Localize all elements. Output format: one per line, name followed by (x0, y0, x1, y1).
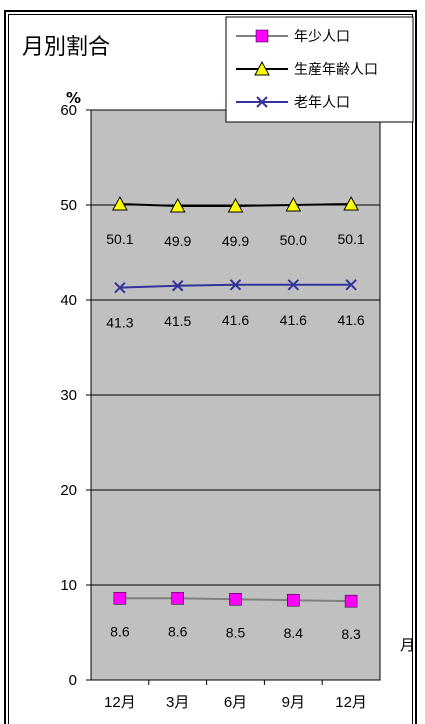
legend-item-1: 生産年齢人口 (236, 60, 378, 78)
y-tick-label-60: 60 (60, 102, 77, 119)
legend-label-1: 生産年齢人口 (294, 62, 378, 78)
x-axis-ticks: 12月 3月 6月 9月 12月 (104, 680, 367, 711)
series-2-point-1-stroke-b (171, 280, 184, 292)
legend-marker-1 (254, 60, 270, 76)
chart-title: 月別割合 (22, 35, 110, 60)
data-label-series-1-4: 50.1 (337, 231, 364, 247)
series-1-point-0 (112, 195, 128, 211)
data-label-series-2-0: 41.3 (106, 315, 133, 331)
legend-marker-0 (255, 29, 269, 43)
series-2-point-4 (345, 279, 357, 291)
data-label-series-0-4: 8.3 (341, 626, 361, 642)
y-tick-label-10: 10 (60, 577, 77, 594)
series-2-point-4-stroke-b (345, 279, 357, 291)
series-2-point-2-stroke-b (229, 279, 242, 291)
series-2-point-0 (114, 281, 126, 294)
y-axis-unit: % (66, 89, 81, 107)
series-0-point-1 (171, 592, 184, 605)
series-1-point-2 (227, 197, 244, 213)
data-label-series-2-4: 41.6 (337, 312, 364, 328)
series-2-point-1 (171, 280, 184, 292)
series-2-point-2 (229, 279, 242, 291)
legend-label-0: 年少人口 (294, 29, 350, 45)
y-tick-label-50: 50 (60, 197, 77, 214)
series-1-point-3 (285, 196, 302, 212)
chart-frame (4, 10, 417, 724)
legend-marker-2 (256, 96, 268, 108)
y-axis-ticks: 0 10 20 30 40 50 60 (60, 102, 91, 689)
y-tick-label-0: 0 (69, 672, 77, 689)
series-2-point-0-stroke-b (114, 281, 126, 294)
legend-item-0: 年少人口 (236, 29, 350, 45)
data-label-series-0-1: 8.6 (168, 623, 188, 639)
series-0-point-4 (344, 594, 358, 608)
data-label-series-1-0: 50.1 (106, 231, 133, 247)
x-tick-label-4: 12月 (335, 694, 367, 711)
series-2-point-3 (287, 279, 300, 291)
legend-marker-2-stroke-b (256, 96, 268, 108)
series-0-point-3 (287, 593, 300, 607)
series-group (112, 195, 359, 608)
data-label-series-0-0: 8.6 (110, 623, 130, 639)
series-0-point-2 (229, 593, 242, 606)
x-tick-label-3: 9月 (282, 694, 305, 711)
legend-label-2: 老年人口 (294, 95, 350, 111)
data-label-series-1-2: 49.9 (222, 233, 249, 249)
x-tick-label-2: 6月 (224, 694, 247, 711)
y-tick-label-40: 40 (60, 292, 77, 309)
series-2-point-3-stroke-b (287, 279, 300, 291)
data-label-series-2-2: 41.6 (222, 312, 249, 328)
x-axis-unit: 月 (400, 637, 415, 654)
x-tick-label-1: 3月 (166, 694, 189, 711)
data-label-series-1-3: 50.0 (280, 232, 307, 248)
legend-item-2: 老年人口 (236, 95, 350, 111)
y-tick-label-20: 20 (60, 482, 77, 499)
data-label-series-1-1: 49.9 (164, 233, 191, 249)
series-1-point-4 (343, 195, 359, 211)
data-label-series-2-1: 41.5 (164, 313, 191, 329)
data-label-series-0-2: 8.5 (226, 624, 246, 640)
data-label-series-0-3: 8.4 (284, 625, 304, 641)
x-tick-label-0: 12月 (104, 694, 136, 711)
series-0-point-0 (113, 592, 127, 605)
y-tick-label-30: 30 (60, 387, 77, 404)
series-1-point-1 (169, 197, 186, 213)
data-labels: 8.6 8.6 8.5 8.4 8.3 50.1 49.9 49.9 50.0 50.1 41.3 4… (106, 231, 365, 642)
data-label-series-2-3: 41.6 (280, 312, 307, 328)
